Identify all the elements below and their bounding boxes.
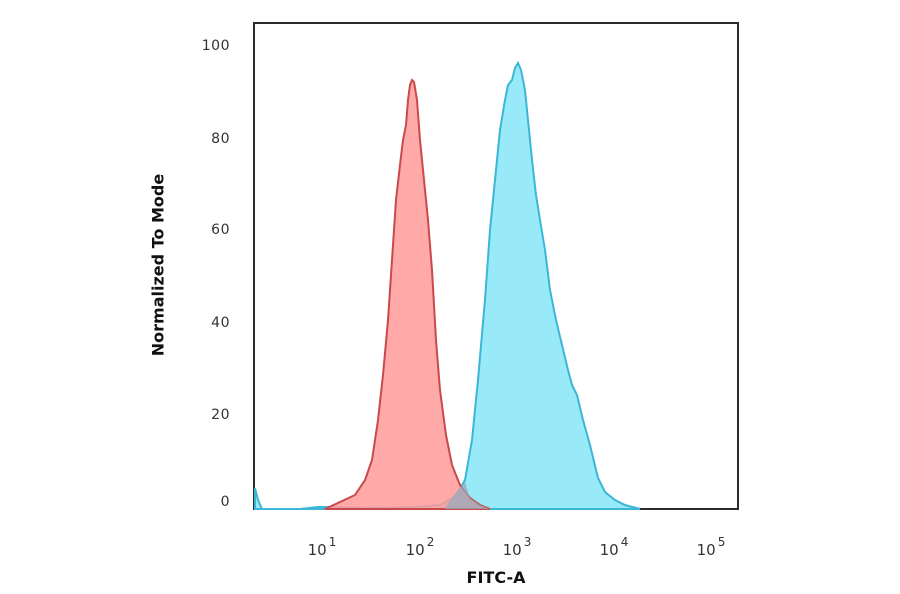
x-tick-10e4: 10 4 — [599, 535, 629, 559]
y-tick-40: 40 — [211, 315, 230, 331]
y-tick-20: 20 — [211, 407, 230, 423]
x-axis-label: FITC-A — [466, 568, 526, 587]
y-tick-60: 60 — [211, 222, 230, 238]
y-tick-100: 100 — [201, 38, 230, 54]
x-tick-10e2: 10 2 — [405, 535, 435, 559]
y-tick-80: 80 — [211, 131, 230, 147]
y-tick-0: 0 — [220, 494, 230, 510]
x-tick-10e5: 10 5 — [696, 535, 726, 559]
isotype-histogram — [324, 78, 491, 510]
overlap-region — [445, 482, 490, 509]
x-tick-10e3: 10 3 — [502, 535, 532, 559]
y-axis-label: Normalized To Mode — [148, 173, 168, 357]
x-tick-10e1: 10 1 — [307, 535, 337, 559]
